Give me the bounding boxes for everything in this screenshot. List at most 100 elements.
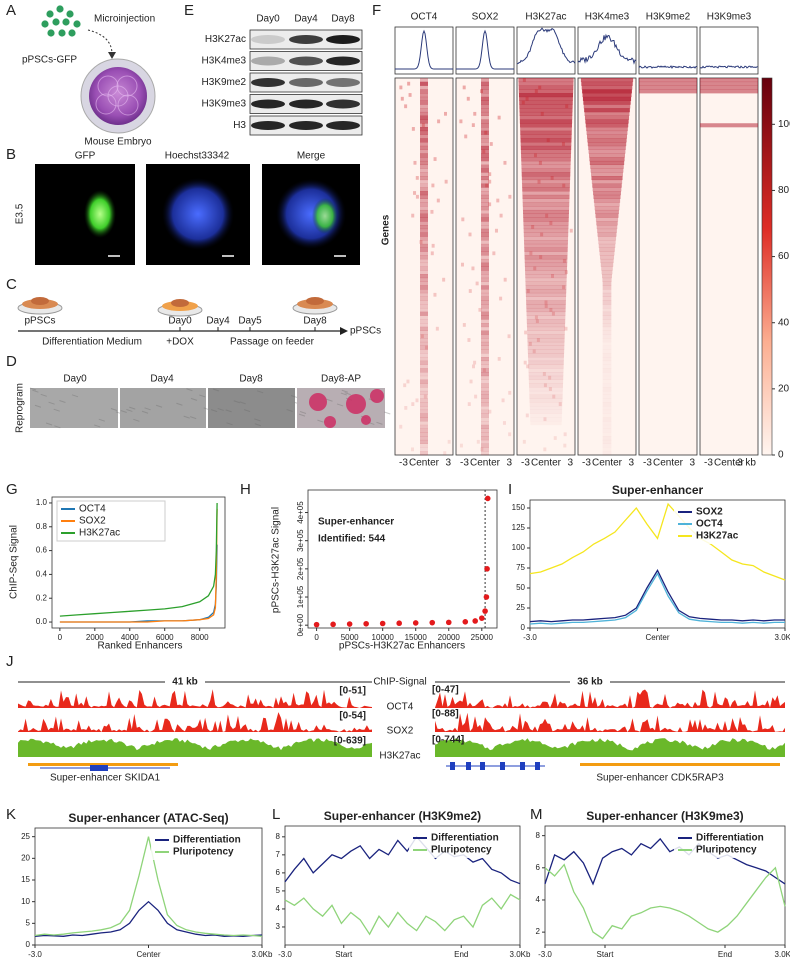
point <box>330 621 336 628</box>
heatmap-row <box>420 326 428 331</box>
heatmap-row <box>602 281 612 286</box>
heatmap-speck <box>471 266 475 271</box>
label: Microinjection <box>94 14 155 25</box>
y-axis-label: pPSCs-H3K27ac Signal <box>271 507 282 613</box>
heatmap-row <box>420 236 428 241</box>
heatmap-row <box>603 447 612 451</box>
texture <box>254 418 261 422</box>
heatmap-row <box>602 364 612 369</box>
legend-label: SOX2 <box>79 516 106 527</box>
heatmap-row <box>420 172 428 177</box>
heatmap-speck <box>485 183 489 188</box>
profile-frame <box>577 26 637 75</box>
x-tick-label: 3 kb <box>737 458 756 469</box>
label: Day0 <box>63 374 87 385</box>
heatmap-row <box>420 93 428 98</box>
heatmap-row <box>591 176 623 181</box>
label: Super-enhancer SKIDA1 <box>50 773 161 784</box>
heatmap-row <box>481 134 489 139</box>
line-series <box>59 508 218 623</box>
heatmap-row <box>520 149 572 154</box>
heatmap-speck <box>404 104 408 109</box>
heatmap-row <box>520 130 572 135</box>
x-tick-label: 3 <box>445 458 451 469</box>
heatmap-speck <box>558 402 562 406</box>
heatmap-row <box>525 274 567 279</box>
heatmap-row <box>527 330 565 335</box>
heatmap-row <box>523 228 569 233</box>
heatmap-row <box>481 179 489 184</box>
texture <box>190 397 198 401</box>
heatmap-row <box>598 243 616 248</box>
label: [0-639] <box>334 736 366 747</box>
x-tick-label: 3 <box>506 458 512 469</box>
y-tick-label: 50 <box>516 583 525 592</box>
point <box>484 566 490 572</box>
heatmap-row <box>580 78 634 83</box>
heatmap-speck <box>478 307 482 312</box>
x-tick-label: -3.0 <box>278 950 292 959</box>
column-title: H3K4me3 <box>585 12 630 23</box>
heatmap-row <box>481 443 489 448</box>
x-tick-label: Center <box>470 458 501 469</box>
heatmap-row <box>481 187 489 192</box>
heatmap-row <box>603 432 612 436</box>
heatmap-speck <box>564 270 568 275</box>
legend-label: H3K27ac <box>79 528 120 539</box>
heatmap-row <box>530 417 562 422</box>
row-label: Genes <box>381 214 392 245</box>
panel-label: C <box>6 276 17 293</box>
colorbar-label: 20 <box>778 384 790 395</box>
heatmap-row <box>530 421 561 425</box>
heatmap-row <box>518 78 574 83</box>
plot-frame <box>51 496 226 629</box>
texture <box>45 422 53 426</box>
heatmap-row <box>420 134 428 139</box>
heatmap-speck <box>444 179 448 184</box>
signal-track <box>435 689 785 708</box>
heatmap-row <box>525 270 567 275</box>
heatmap-speck <box>526 364 530 369</box>
x-tick-label: Center <box>531 458 562 469</box>
heatmap-row <box>420 285 428 290</box>
heatmap-row <box>420 160 428 166</box>
heatmap-row <box>481 108 489 113</box>
heatmap-row <box>522 202 570 207</box>
heatmap-speck <box>399 85 403 90</box>
label: Day4 <box>294 14 318 25</box>
heatmap-row <box>481 96 489 101</box>
heatmap-row <box>597 236 617 241</box>
heatmap-row <box>602 451 612 456</box>
y-tick-label: 0e+00 <box>296 613 305 636</box>
panel-label: M <box>530 806 543 823</box>
heatmap-row <box>522 198 570 203</box>
heatmap-row <box>481 149 489 154</box>
point <box>429 619 436 626</box>
heatmap-speck <box>525 96 529 101</box>
heatmap-row <box>481 368 489 373</box>
heatmap-row <box>527 338 565 343</box>
heatmap-row <box>521 172 571 177</box>
blot-band <box>289 121 323 130</box>
heatmap-row <box>524 262 568 267</box>
heatmap-row <box>595 213 619 218</box>
heatmap-row <box>519 104 573 109</box>
heatmap-speck <box>540 232 544 237</box>
heatmap-row <box>524 247 568 252</box>
heatmap-row <box>420 127 428 132</box>
cell-dot <box>62 18 70 26</box>
texture <box>133 418 140 422</box>
heatmap-row <box>481 338 489 343</box>
heatmap-row <box>595 217 619 222</box>
y-tick-label: 8 <box>536 831 541 840</box>
legend-label: Differentiation <box>696 833 764 844</box>
x-tick-label: 3 <box>628 458 634 469</box>
injection-arrow <box>87 29 113 55</box>
heatmap-row <box>481 93 489 98</box>
label: H3K27ac <box>379 751 420 762</box>
heatmap-row <box>639 81 697 86</box>
heatmap-row <box>481 243 489 248</box>
heatmap-speck <box>549 307 553 312</box>
texture <box>344 392 351 396</box>
